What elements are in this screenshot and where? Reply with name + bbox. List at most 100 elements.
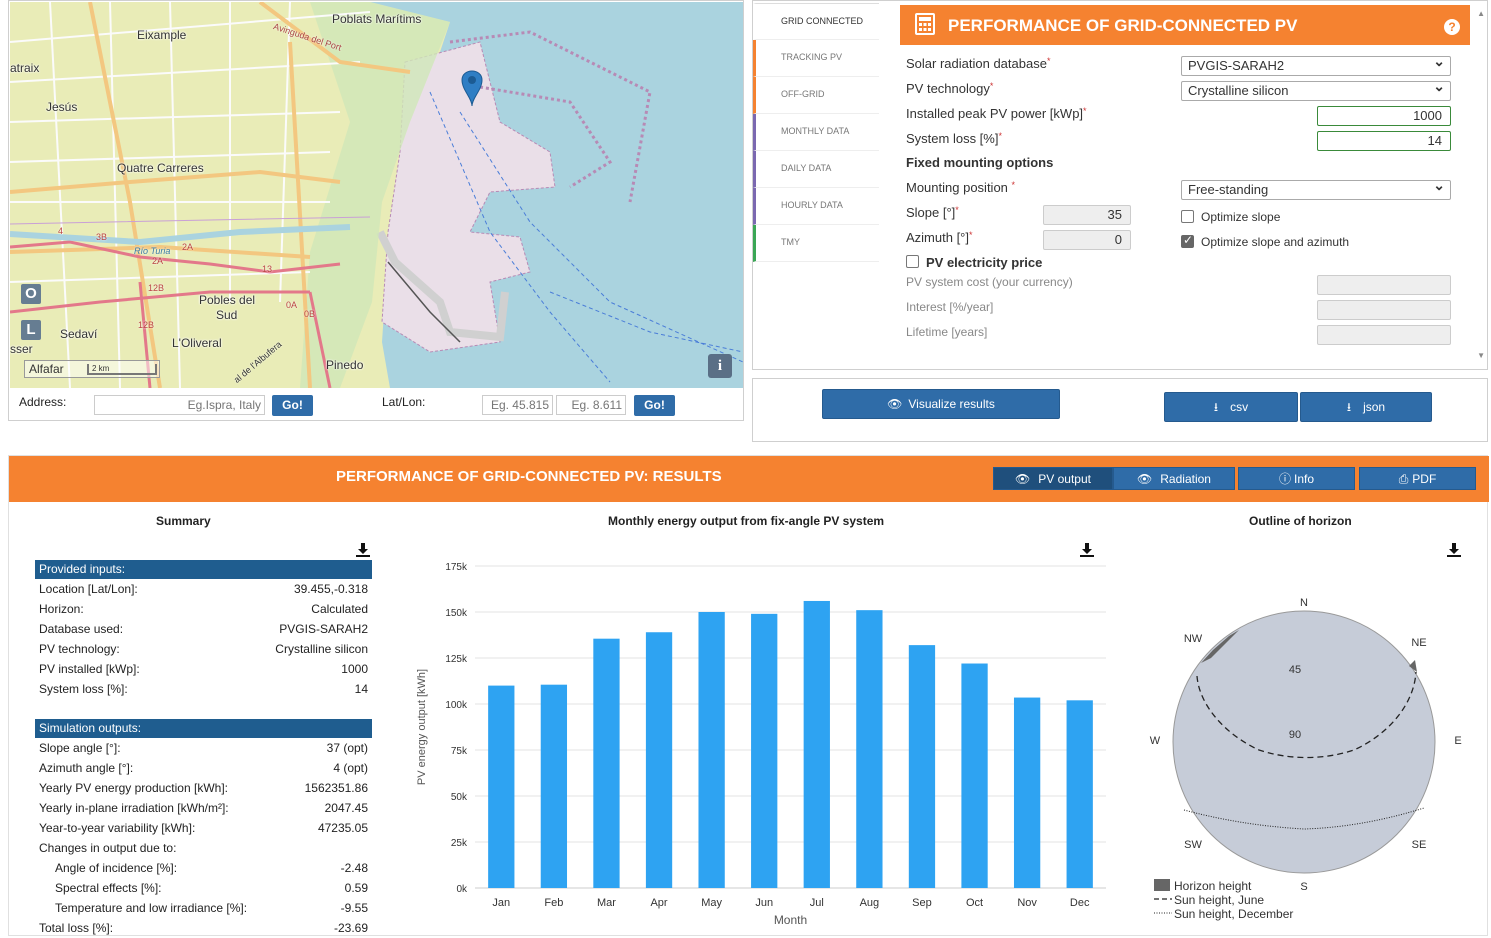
lat-input[interactable] (482, 395, 553, 415)
row-key: Temperature and low irradiance [%]: (55, 901, 248, 915)
row-key: Total loss [%]: (39, 921, 114, 935)
y-axis-label: PV energy output [kWh] (416, 669, 428, 785)
row-key: Yearly PV energy production [kWh]: (39, 781, 228, 795)
compass-e: E (1454, 735, 1461, 747)
map-scale: Alfafar 2 km (24, 360, 160, 378)
row-key: Spectral effects [%]: (55, 881, 162, 895)
slope-label: Slope [°]* (906, 205, 959, 220)
bar-jul (803, 600, 830, 888)
map-label: Pobles del (199, 293, 256, 307)
row-key: PV technology: (39, 642, 120, 656)
optimize-slope-azimuth-checkbox[interactable] (1181, 233, 1194, 248)
peak-power-label: Installed peak PV power [kWp]* (906, 106, 1087, 121)
printer-icon: ⎙ (1398, 472, 1409, 486)
y-tick-label: 100k (445, 700, 468, 711)
map-label: 3B (96, 232, 108, 242)
summary-row: Temperature and low irradiance [%]: -9.55 (39, 898, 368, 918)
bar-oct (961, 663, 988, 888)
compass-sw: SW (1184, 839, 1202, 851)
tab-label: Radiation (1160, 472, 1211, 486)
x-tick-label: Dec (1070, 897, 1090, 909)
monthly-output-chart: 0k 25k 50k 75k 100k 125k 150k 175k Jan Feb Mar Apr M… (416, 562, 1106, 927)
json-download-button[interactable]: ⭳ json (1300, 392, 1432, 422)
y-tick-label: 50k (451, 792, 468, 803)
address-go-button[interactable]: Go! (272, 395, 313, 416)
tab-hourly-data[interactable]: HOURLY DATA (753, 188, 879, 225)
overlay-l-button[interactable]: L (21, 320, 41, 340)
system-cost-label: PV system cost (your currency) (906, 275, 1073, 289)
summary-row: Database used: PVGIS-SARAH2 (39, 619, 368, 639)
interest-label: Interest [%/year] (906, 300, 994, 314)
tab-pv-output[interactable]: 👁 PV output (993, 467, 1113, 490)
system-loss-input[interactable]: 14 (1317, 131, 1451, 151)
map-label: Río Turia (134, 246, 171, 256)
azimuth-label: Azimuth [°]* (906, 230, 973, 245)
tab-daily-data[interactable]: DAILY DATA (753, 151, 879, 188)
tab-off-grid[interactable]: OFF-GRID (753, 77, 879, 114)
legend-december: Sun height, December (1174, 907, 1294, 921)
map[interactable]: Poblats Marítims Eixample Avinguda del P… (10, 2, 743, 388)
map-info-button[interactable]: i (708, 354, 732, 378)
lifetime-input[interactable] (1317, 325, 1451, 345)
x-tick-label: May (701, 897, 722, 909)
bar-jan (488, 685, 515, 888)
tab-tmy[interactable]: TMY (753, 225, 879, 262)
map-label: 0B (304, 309, 316, 319)
row-value: 4 (opt) (333, 761, 368, 775)
download-chart-icon[interactable] (1079, 542, 1095, 558)
help-icon[interactable]: ? (1444, 19, 1460, 35)
row-key: Slope angle [°]: (39, 741, 121, 755)
tab-monthly-data[interactable]: MONTHLY DATA (753, 114, 879, 151)
row-key: Year-to-year variability [kWh]: (39, 821, 196, 835)
system-cost-input[interactable] (1317, 275, 1451, 295)
csv-label: csv (1230, 400, 1249, 414)
summary-row: Horizon: Calculated (39, 599, 368, 619)
row-key: PV installed [kWp]: (39, 662, 140, 676)
tab-grid-connected[interactable]: GRID CONNECTED (753, 3, 879, 40)
interest-input[interactable] (1317, 300, 1451, 320)
map-tiles (10, 2, 743, 388)
electricity-price-checkbox[interactable] (906, 255, 919, 268)
overlay-o-button[interactable]: O (21, 284, 41, 304)
radiation-db-select[interactable]: PVGIS-SARAH2 (1181, 53, 1451, 76)
latlon-go-button[interactable]: Go! (634, 395, 675, 416)
csv-download-button[interactable]: ⭳ csv (1164, 392, 1298, 422)
tab-radiation[interactable]: 👁 Radiation (1113, 467, 1235, 490)
bar-apr (645, 632, 673, 888)
row-key: Location [Lat/Lon]: (39, 582, 138, 596)
row-value: 14 (354, 682, 368, 696)
scroll-down-icon[interactable]: ▼ (1477, 351, 1485, 360)
results-title: PERFORMANCE OF GRID-CONNECTED PV: RESULT… (336, 468, 722, 485)
azimuth-input[interactable]: 0 (1043, 230, 1131, 250)
tab-tracking-pv[interactable]: TRACKING PV (753, 40, 879, 77)
peak-power-input[interactable]: 1000 (1317, 106, 1451, 126)
tab-info[interactable]: ⓘ Info (1238, 467, 1355, 490)
pv-tech-select[interactable]: Crystalline silicon (1181, 78, 1451, 101)
chart-title: Monthly energy output from fix-angle PV … (608, 514, 885, 528)
optimize-slope-label: Optimize slope (1201, 210, 1281, 224)
address-input[interactable] (94, 395, 265, 415)
download-summary-icon[interactable] (355, 542, 371, 558)
slope-input[interactable]: 35 (1043, 205, 1131, 225)
system-loss-label: System loss [%]* (906, 131, 1002, 146)
row-key: System loss [%]: (39, 682, 128, 696)
y-tick-label: 125k (445, 654, 468, 665)
optimize-slope-checkbox[interactable] (1181, 210, 1194, 223)
lon-input[interactable] (556, 395, 626, 415)
scroll-up-icon[interactable]: ▲ (1477, 9, 1485, 18)
ring-45: 45 (1289, 664, 1301, 676)
x-axis-label: Month (774, 913, 807, 927)
eye-icon: 👁 (887, 397, 903, 411)
download-horizon-icon[interactable] (1446, 542, 1462, 558)
form-panel: GRID CONNECTED TRACKING PV OFF-GRID MONTHLY… (752, 0, 1488, 370)
tab-pdf[interactable]: ⎙ PDF (1359, 467, 1476, 490)
row-value: 0.59 (344, 881, 368, 895)
form-title: PERFORMANCE OF GRID-CONNECTED PV (948, 16, 1298, 35)
x-tick-label: Mar (597, 897, 616, 909)
visualize-results-button[interactable]: 👁 Visualize results (822, 389, 1060, 419)
summary-row: Year-to-year variability [kWh]: 47235.05 (39, 818, 368, 838)
row-key: Horizon: (39, 602, 84, 616)
bar-sep (908, 645, 936, 888)
mounting-position-select[interactable]: Free-standing (1181, 177, 1451, 200)
x-tick-label: Apr (650, 897, 667, 909)
